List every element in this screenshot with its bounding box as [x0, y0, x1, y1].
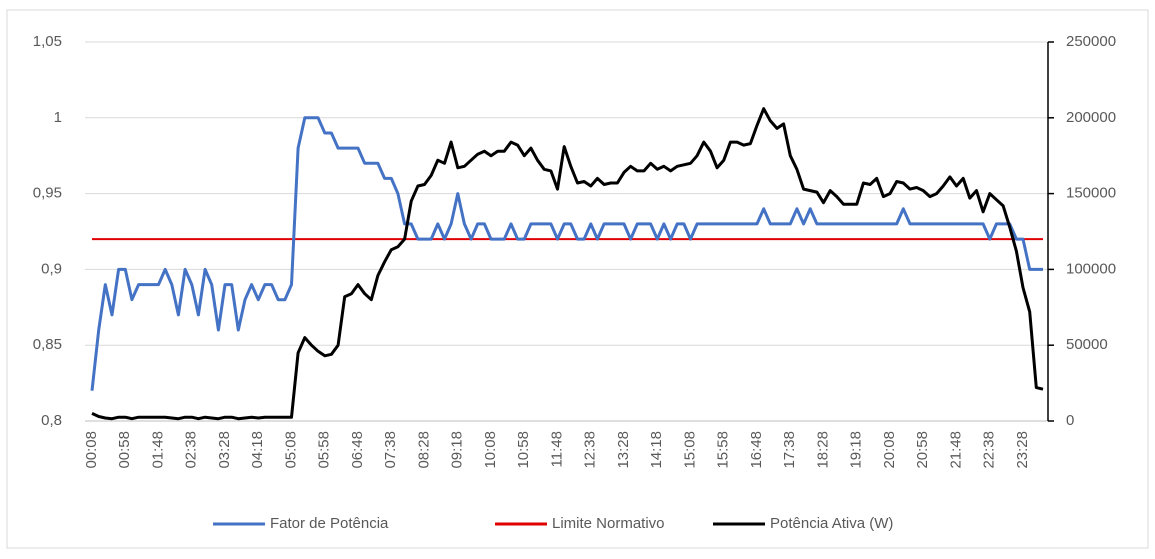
x-tick-label: 15:08 [681, 431, 698, 469]
x-tick-label: 07:38 [382, 431, 399, 469]
chart-frame [6, 9, 1149, 549]
x-tick-label: 19:18 [848, 431, 865, 469]
x-tick-label: 22:38 [981, 431, 998, 469]
x-tick-label: 04:18 [249, 431, 266, 469]
x-tick-label: 05:08 [282, 431, 299, 469]
x-tick-label: 09:18 [449, 431, 466, 469]
legend-label: Potência Ativa (W) [770, 515, 893, 532]
y-tick-label: 1,05 [33, 33, 62, 50]
legend-label: Fator de Potência [270, 515, 389, 532]
y-tick-label: 0,8 [41, 412, 62, 429]
x-tick-label: 06:48 [349, 431, 366, 469]
x-tick-label: 00:08 [83, 431, 100, 469]
legend-label: Limite Normativo [552, 515, 665, 532]
y2-tick-label: 150000 [1066, 185, 1116, 202]
x-tick-label: 20:08 [881, 431, 898, 469]
y2-tick-label: 200000 [1066, 109, 1116, 126]
x-tick-label: 16:48 [748, 431, 765, 469]
x-tick-label: 12:38 [582, 431, 599, 469]
x-tick-label: 18:28 [814, 431, 831, 469]
y-tick-label: 0,9 [41, 260, 62, 277]
x-tick-label: 10:58 [515, 431, 532, 469]
x-tick-label: 11:48 [548, 431, 565, 467]
x-tick-label: 02:38 [183, 431, 200, 469]
x-tick-label: 00:58 [116, 431, 133, 469]
y2-tick-label: 250000 [1066, 33, 1116, 50]
y2-tick-label: 50000 [1066, 336, 1108, 353]
series-line [90, 116, 1043, 391]
x-tick-label: 17:38 [781, 431, 798, 469]
x-tick-label: 20:58 [914, 431, 931, 469]
x-tick-label: 03:28 [216, 431, 233, 469]
x-tick-label: 05:58 [316, 431, 333, 469]
y-tick-label: 0,85 [33, 336, 62, 353]
x-tick-label: 10:08 [482, 431, 499, 469]
x-tick-label: 08:28 [415, 431, 432, 469]
y2-tick-label: 100000 [1066, 260, 1116, 277]
x-tick-label: 23:28 [1014, 431, 1031, 469]
y-tick-label: 0,95 [33, 185, 62, 202]
x-tick-label: 15:58 [715, 431, 732, 469]
series-line [91, 107, 1044, 421]
x-tick-label: 13:28 [615, 431, 632, 469]
y-tick-label: 1 [54, 109, 62, 126]
y2-tick-label: 0 [1066, 412, 1074, 429]
x-tick-label: 01:48 [149, 431, 166, 469]
x-tick-label: 21:48 [947, 431, 964, 469]
x-tick-label: 14:18 [648, 431, 665, 469]
